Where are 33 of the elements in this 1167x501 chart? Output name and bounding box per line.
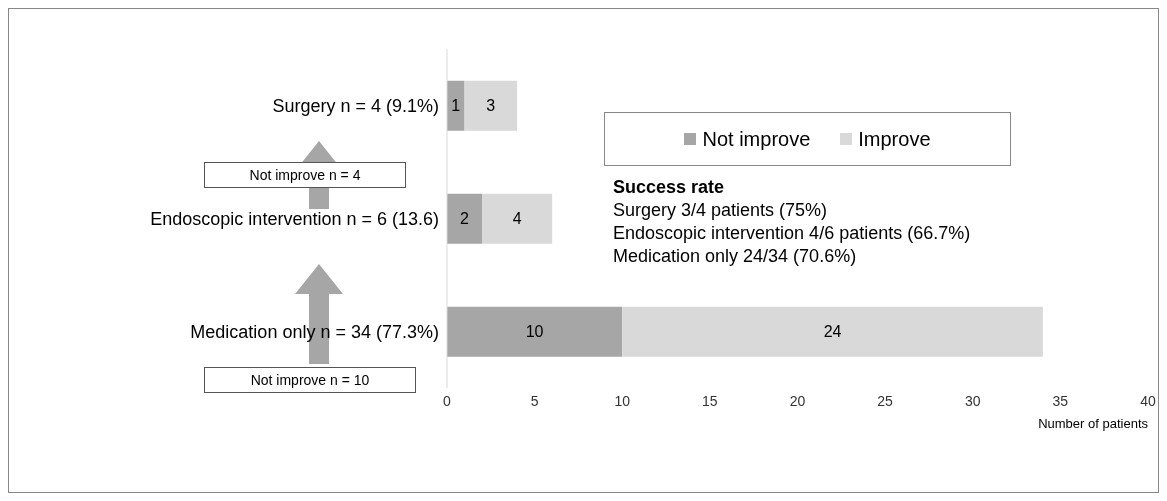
x-tick-label: 35 (1052, 392, 1069, 409)
data-label: 2 (460, 210, 470, 228)
bar (464, 80, 518, 131)
data-label: 3 (486, 97, 496, 115)
data-label: 4 (512, 210, 522, 228)
x-tick-label: 25 (877, 392, 894, 409)
x-axis-title: Number of patients (1038, 416, 1149, 431)
x-tick-label: 40 (1140, 392, 1156, 409)
bar (482, 193, 553, 244)
annotation: Endoscopic intervention 4/6 patients (66.7%) (613, 223, 971, 244)
x-tick-label: 30 (964, 392, 981, 409)
x-tick-label: 0 (443, 392, 452, 409)
annotation: Success rate (613, 177, 725, 198)
text: Not improve n = 4 (204, 162, 406, 188)
bar (447, 80, 465, 131)
legend-label: Improve (857, 127, 931, 151)
y-tick-label: Surgery n = 4 (9.1%) (272, 95, 439, 116)
annotation: Medication only 24/34 (70.6%) (613, 246, 857, 267)
data-label: 1 (451, 97, 461, 115)
legend-label: Not improve (701, 127, 811, 151)
bar (447, 193, 483, 244)
annotation: Surgery 3/4 patients (75%) (613, 200, 828, 221)
x-tick-label: 20 (789, 392, 806, 409)
data-label: 24 (823, 323, 842, 341)
x-tick-label: 15 (702, 392, 718, 409)
x-tick-label: 10 (614, 392, 631, 409)
y-tick-label: Medication only n = 34 (77.3%) (190, 321, 439, 342)
data-label: 10 (525, 323, 544, 341)
y-tick-label: Endoscopic intervention n = 6 (13.6) (150, 208, 439, 229)
text: Not improve n = 10 (204, 367, 416, 393)
bar (622, 306, 1043, 357)
x-tick-label: 5 (530, 392, 539, 409)
bar (447, 306, 623, 357)
